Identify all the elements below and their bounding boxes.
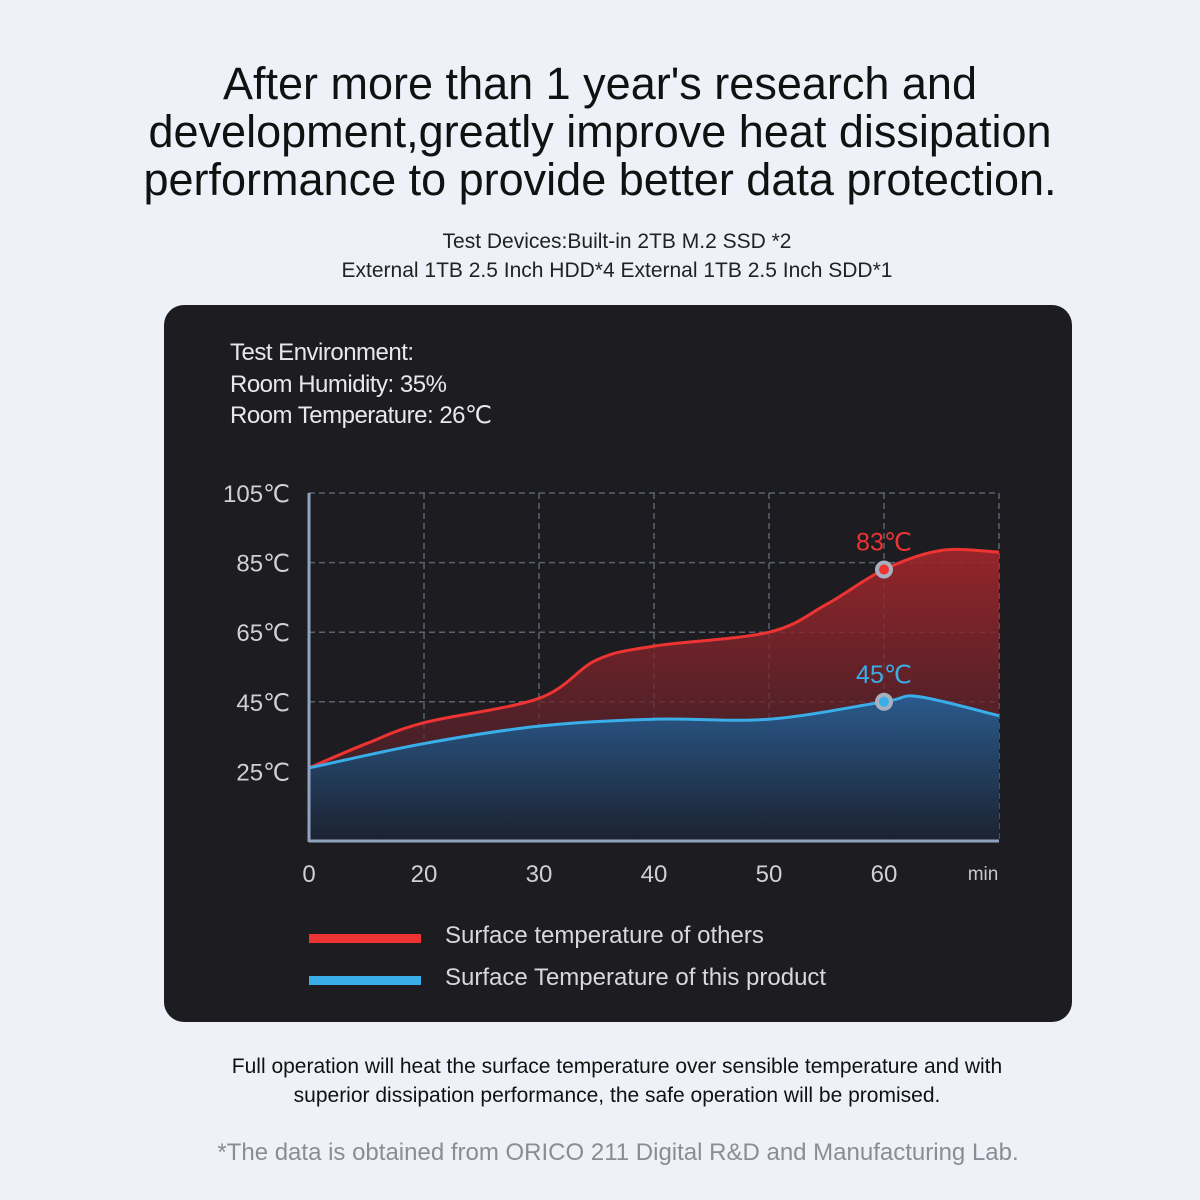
test-devices: Test Devices:Built-in 2TB M.2 SSD *2 Ext… — [0, 227, 1200, 285]
x-tick-label: 50 — [756, 861, 783, 888]
env-temperature: Room Temperature: 26℃ — [230, 402, 492, 429]
legend-swatch-product — [309, 976, 421, 985]
test-environment: Test Environment: Room Humidity: 35% Roo… — [230, 337, 492, 432]
data-label: 83℃ — [856, 529, 912, 557]
legend-swatch-others — [309, 934, 421, 943]
x-tick-label: 30 — [526, 861, 553, 888]
headline-line: After more than 1 year's research and — [223, 58, 977, 109]
data-point-dot — [879, 564, 889, 575]
test-devices-line: External 1TB 2.5 Inch HDD*4 External 1TB… — [341, 259, 893, 282]
y-tick-label: 25℃ — [236, 759, 290, 786]
x-tick-label: 20 — [411, 861, 438, 888]
y-tick-label: 105℃ — [223, 481, 290, 508]
data-point-dot — [879, 696, 889, 707]
legend-label-product: Surface Temperature of this product — [445, 964, 827, 991]
data-label: 45℃ — [856, 661, 912, 689]
description-line: superior dissipation performance, the sa… — [293, 1084, 941, 1107]
x-tick-label: 0 — [302, 861, 315, 888]
x-axis-unit: min — [968, 864, 999, 885]
env-heading: Test Environment: — [230, 339, 414, 366]
env-humidity: Room Humidity: 35% — [230, 370, 447, 398]
series-line-1 — [308, 694, 1000, 770]
description-line: Full operation will heat the surface tem… — [231, 1055, 1003, 1078]
headline-line: development,greatly improve heat dissipa… — [148, 106, 1052, 157]
headline: After more than 1 year's research and de… — [0, 60, 1200, 204]
x-tick-label: 60 — [871, 861, 898, 888]
x-tick-label: 40 — [641, 861, 668, 888]
y-tick-label: 85℃ — [236, 551, 290, 578]
y-tick-label: 45℃ — [236, 690, 290, 717]
headline-line: performance to provide better data prote… — [143, 154, 1057, 205]
area-fill-1 — [309, 695, 999, 841]
data-source-note: *The data is obtained from ORICO 211 Dig… — [217, 1139, 1019, 1166]
legend-label-others: Surface temperature of others — [445, 922, 764, 949]
test-devices-line: Test Devices:Built-in 2TB M.2 SSD *2 — [442, 230, 792, 253]
y-tick-label: 65℃ — [236, 620, 290, 647]
description: Full operation will heat the surface tem… — [0, 1052, 1200, 1110]
